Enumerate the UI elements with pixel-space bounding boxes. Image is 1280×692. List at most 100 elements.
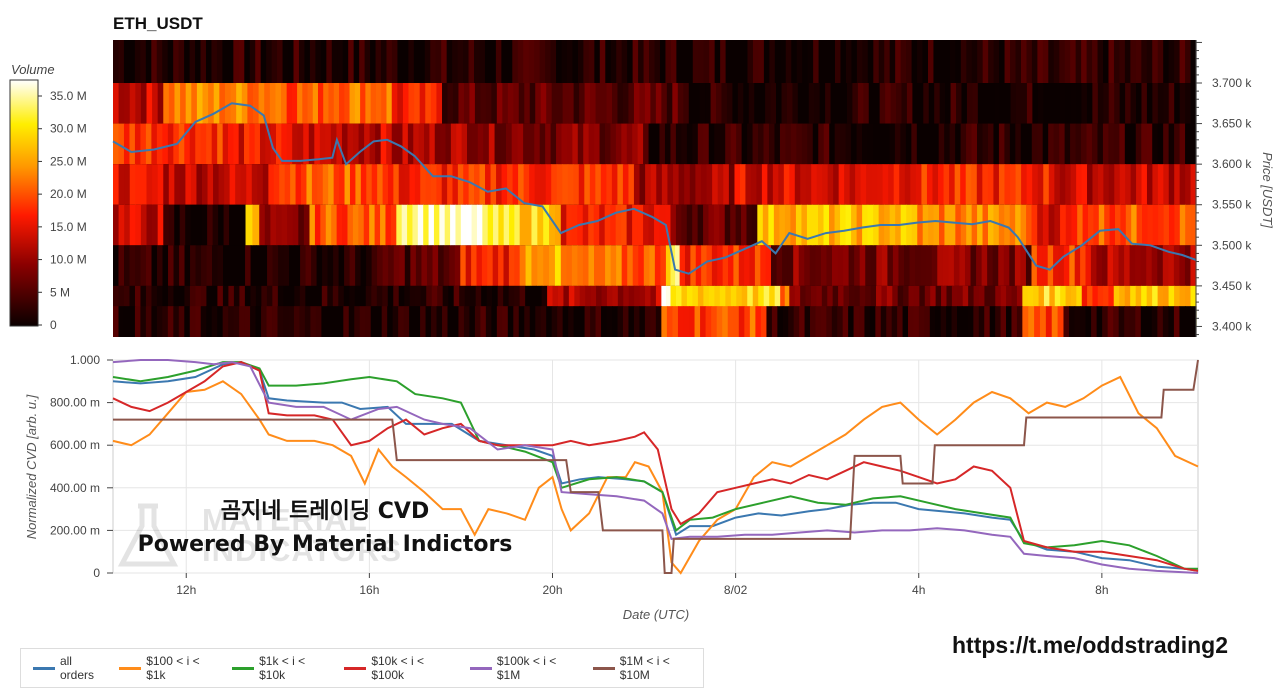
heatmap-cell bbox=[336, 204, 343, 246]
heatmap-cell bbox=[814, 83, 821, 124]
heatmap-cell bbox=[503, 204, 510, 246]
heatmap-cell bbox=[584, 306, 591, 337]
heatmap-cell bbox=[304, 306, 312, 337]
heatmap-cell bbox=[290, 164, 297, 205]
heatmap-cell bbox=[782, 245, 789, 286]
heatmap-cell bbox=[933, 40, 940, 84]
heatmap-cell bbox=[301, 164, 308, 205]
heatmap-cell bbox=[534, 123, 541, 165]
heatmap-cell bbox=[413, 40, 420, 84]
heatmap-cell bbox=[1042, 123, 1049, 165]
heatmap-cell bbox=[1098, 204, 1105, 246]
heatmap-cell bbox=[830, 83, 837, 124]
heatmap-cell bbox=[496, 83, 503, 124]
heatmap-cell bbox=[271, 40, 278, 84]
heatmap-cell bbox=[113, 40, 120, 84]
heatmap-cell bbox=[757, 204, 764, 246]
heatmap-cell bbox=[1064, 123, 1071, 165]
legend-swatch bbox=[592, 666, 615, 670]
heatmap-cell bbox=[843, 245, 850, 286]
heatmap-cell bbox=[922, 204, 929, 246]
heatmap-cell bbox=[201, 204, 208, 246]
heatmap-cell bbox=[304, 40, 311, 84]
legend-label: all orders bbox=[59, 654, 94, 682]
heatmap-cell bbox=[989, 306, 996, 337]
heatmap-cell bbox=[797, 83, 804, 124]
heatmap-cell bbox=[982, 40, 989, 84]
heatmap-cell bbox=[566, 204, 573, 246]
heatmap-cell bbox=[1075, 123, 1082, 165]
heatmap-cell bbox=[622, 83, 630, 124]
heatmap-cell bbox=[1141, 83, 1148, 124]
heatmap-cell bbox=[229, 164, 236, 205]
heatmap-cell bbox=[439, 204, 446, 246]
heatmap-cell bbox=[712, 164, 719, 205]
heatmap-cell bbox=[250, 306, 257, 337]
heatmap-cell bbox=[773, 204, 780, 246]
heatmap-cell bbox=[374, 204, 381, 246]
heatmap-cell bbox=[264, 204, 271, 246]
heatmap-cell bbox=[1130, 164, 1137, 205]
heatmap-cell bbox=[477, 123, 484, 165]
heatmap-cell bbox=[162, 306, 169, 337]
heatmap-cell bbox=[460, 245, 467, 286]
heatmap-cell bbox=[331, 40, 338, 84]
heatmap-cell bbox=[189, 123, 196, 165]
heatmap-cell bbox=[529, 164, 536, 205]
heatmap-cell bbox=[939, 204, 946, 246]
heatmap-cell bbox=[1009, 123, 1016, 165]
heatmap-cell bbox=[605, 245, 612, 286]
heatmap-cell bbox=[601, 83, 608, 124]
heatmap-cell bbox=[788, 306, 795, 337]
legend-item[interactable]: $100 < i < $1k bbox=[119, 654, 222, 682]
heatmap-cell bbox=[352, 204, 359, 246]
heatmap-cell bbox=[249, 123, 256, 165]
watermark-line2: INDICATORS bbox=[202, 533, 403, 568]
heatmap-cell bbox=[146, 83, 153, 124]
colorbar-tick-label: 30.0 M bbox=[50, 122, 87, 136]
heatmap-cell bbox=[793, 245, 800, 286]
heatmap-cell bbox=[1031, 123, 1038, 165]
heatmap-cell bbox=[857, 83, 864, 124]
heatmap-cell bbox=[1086, 40, 1093, 84]
heatmap-cell bbox=[207, 164, 214, 205]
heatmap-cell bbox=[612, 83, 619, 124]
heatmap-cell bbox=[878, 40, 885, 84]
heatmap-cell bbox=[219, 83, 226, 124]
heatmap-cell bbox=[571, 245, 579, 286]
heatmap-cell bbox=[681, 204, 688, 246]
heatmap-cell bbox=[243, 123, 250, 165]
heatmap-cell bbox=[471, 245, 478, 286]
heatmap-cell bbox=[699, 83, 706, 124]
legend-item[interactable]: $10k < i < $100k bbox=[344, 654, 460, 682]
heatmap-cell bbox=[200, 40, 207, 84]
heatmap-cell bbox=[886, 306, 893, 337]
heatmap-cell bbox=[1151, 245, 1158, 286]
heatmap-cell bbox=[994, 83, 1001, 124]
heatmap-cell bbox=[917, 40, 924, 84]
heatmap-cell bbox=[1043, 164, 1050, 205]
heatmap-cell bbox=[987, 123, 995, 165]
heatmap-cell bbox=[392, 306, 399, 337]
heatmap-cell bbox=[705, 306, 712, 337]
legend-item[interactable]: $100k < i < $1M bbox=[469, 654, 583, 682]
heatmap-cell bbox=[1031, 245, 1038, 286]
legend-item[interactable]: $1M < i < $10M bbox=[592, 654, 703, 682]
heatmap-cell bbox=[906, 204, 913, 246]
heatmap-cell bbox=[1179, 164, 1186, 205]
legend-label: $100 < i < $1k bbox=[146, 654, 200, 682]
heatmap-cell bbox=[719, 204, 726, 246]
heatmap-cell bbox=[1009, 204, 1016, 246]
legend-item[interactable]: all orders bbox=[33, 654, 109, 682]
heatmap-cell bbox=[490, 164, 497, 205]
heatmap-cell bbox=[865, 245, 872, 286]
heatmap-cell bbox=[200, 306, 207, 337]
heatmap-cell bbox=[752, 40, 760, 84]
heatmap-cell bbox=[485, 164, 492, 205]
heatmap-cell bbox=[781, 83, 788, 124]
heatmap-cell bbox=[900, 40, 907, 84]
heatmap-cell bbox=[976, 164, 983, 205]
heatmap-cell bbox=[344, 83, 351, 124]
heatmap-cell bbox=[741, 204, 748, 246]
legend-item[interactable]: $1k < i < $10k bbox=[232, 654, 334, 682]
